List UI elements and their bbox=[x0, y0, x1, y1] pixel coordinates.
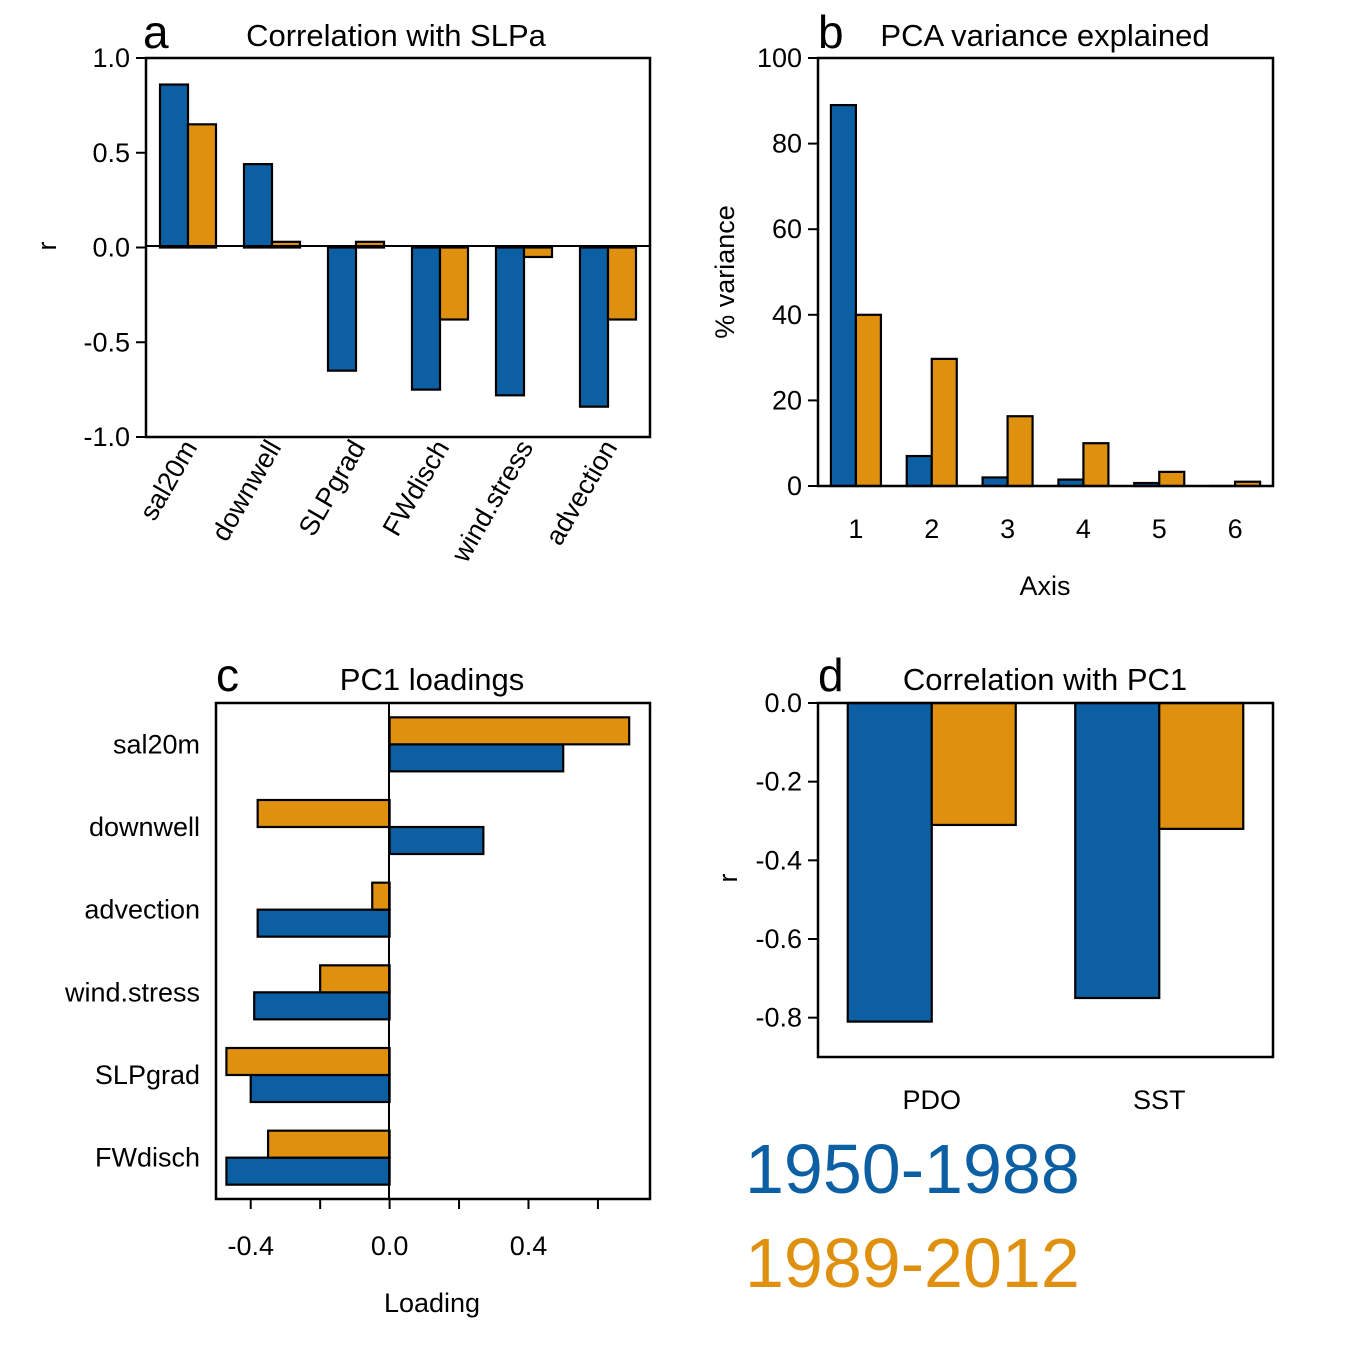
panel-c-title: PC1 loadings bbox=[340, 662, 524, 697]
panel-c-bar-s1-2 bbox=[388, 825, 485, 856]
panel-b-bar-s2-5 bbox=[1158, 470, 1186, 488]
panel-a-ytick-label-4: -0.5 bbox=[83, 327, 130, 357]
panel-c-bar-s1-3 bbox=[256, 908, 391, 938]
panel-c-frame bbox=[214, 701, 652, 1201]
panel-c-bar-s1-1 bbox=[388, 743, 565, 773]
panel-a-bar-s2-5 bbox=[522, 246, 554, 259]
panel-d-bar-s2-1 bbox=[930, 701, 1017, 827]
panel-a-ytick-label-1: 1.0 bbox=[92, 43, 130, 73]
panel-a-xtick-label-6: advection bbox=[539, 435, 623, 550]
panel-b-xtick-label-6: 6 bbox=[1228, 514, 1243, 544]
panel-a-bar-s1-2 bbox=[242, 163, 274, 249]
panel-b-letter: b bbox=[818, 6, 844, 58]
panel-c-ytick-label-4: wind.stress bbox=[64, 977, 200, 1007]
panel-b-title: PCA variance explained bbox=[880, 18, 1209, 53]
panel-a-ytick-label-3: 0.0 bbox=[92, 233, 130, 263]
panel-d-ytick-label-3: -0.4 bbox=[755, 845, 802, 875]
panel-c-bar-s1-4 bbox=[253, 991, 391, 1021]
panel-b-bar-s2-3 bbox=[1006, 415, 1034, 488]
panel-c-xtick-label-5: 0.4 bbox=[510, 1231, 548, 1261]
panel-d: d Correlation with PC1 r 0.0 -0.2 -0.4 -0.6… bbox=[713, 649, 1275, 1115]
panel-c-xtick-label-1: -0.4 bbox=[227, 1231, 274, 1261]
panel-b-xlabel: Axis bbox=[1019, 571, 1070, 601]
panel-d-ytick-label-4: -0.6 bbox=[755, 924, 802, 954]
panel-a-bar-s1-4 bbox=[410, 246, 442, 391]
panel-a-title: Correlation with SLPa bbox=[246, 18, 547, 53]
panel-c-bar-s2-3 bbox=[371, 881, 391, 911]
panel-d-ylabel: r bbox=[713, 874, 743, 883]
panel-c-bar-s1-5 bbox=[249, 1073, 391, 1104]
panel-c-ytick-label-3: advection bbox=[84, 895, 200, 925]
panel-a-bar-s2-3 bbox=[354, 240, 386, 249]
panel-c-ytick-label-6: FWdisch bbox=[95, 1143, 200, 1173]
panel-a-bar-s1-6 bbox=[578, 246, 610, 408]
panel-b-xtick-label-2: 2 bbox=[924, 514, 939, 544]
panel-a-xtick-label-5: wind.stress bbox=[445, 435, 539, 568]
panel-d-bar-s1-1 bbox=[846, 701, 933, 1023]
panel-a-xtick-label-3: SLPgrad bbox=[293, 435, 372, 541]
panel-a: a Correlation with SLPa r 1.0 0.5 0.0 -0.5 -… bbox=[32, 6, 652, 568]
panel-a-bar-s1-3 bbox=[326, 246, 358, 372]
panel-b-ytick-label-6: 100 bbox=[757, 43, 802, 73]
panel-d-letter: d bbox=[818, 649, 844, 701]
panel-b-xtick-label-5: 5 bbox=[1152, 514, 1167, 544]
panel-d-bar-s2-2 bbox=[1158, 701, 1245, 830]
panel-a-ytick-label-5: -1.0 bbox=[83, 422, 130, 452]
legend-series2: 1989-2012 bbox=[745, 1224, 1080, 1302]
panel-a-xtick-label-1: sal20m bbox=[134, 435, 204, 525]
panel-c-bar-s2-1 bbox=[388, 716, 631, 746]
panel-c-bar-s1-6 bbox=[225, 1156, 391, 1186]
panel-b-ytick-label-3: 40 bbox=[772, 300, 802, 330]
panel-b-ytick-label-1: 0 bbox=[787, 471, 802, 501]
panel-b-xtick-label-3: 3 bbox=[1000, 514, 1015, 544]
panel-b-bar-s2-4 bbox=[1082, 442, 1110, 488]
panel-b-bar-s1-2 bbox=[905, 454, 933, 488]
panel-d-ytick-label-5: -0.8 bbox=[755, 1003, 802, 1033]
panel-a-xtick-label-2: downwell bbox=[206, 435, 288, 546]
panel-c-bar-s2-6 bbox=[266, 1129, 391, 1159]
panel-d-xtick-label-2: SST bbox=[1133, 1085, 1186, 1115]
panel-b: b PCA variance explained % variance Axis… bbox=[710, 6, 1275, 601]
panel-c: c PC1 loadings Loading -0.4 0.0 0.4 sal20m… bbox=[64, 649, 652, 1318]
panel-b-ytick-label-5: 80 bbox=[772, 129, 802, 159]
panel-a-frame bbox=[144, 56, 652, 439]
panel-c-xlabel: Loading bbox=[384, 1288, 480, 1318]
panel-a-ylabel: r bbox=[32, 242, 62, 251]
panel-b-bar-s2-1 bbox=[854, 313, 883, 488]
panel-d-title: Correlation with PC1 bbox=[903, 662, 1187, 697]
panel-a-bar-s2-6 bbox=[606, 246, 638, 321]
legend-series1: 1950-1988 bbox=[745, 1130, 1080, 1208]
panel-c-bar-s2-4 bbox=[319, 964, 391, 994]
panel-b-xtick-label-1: 1 bbox=[848, 514, 863, 544]
panel-d-ytick-label-2: -0.2 bbox=[755, 767, 802, 797]
panel-c-bar-s2-2 bbox=[256, 798, 391, 829]
panel-a-ytick-label-2: 0.5 bbox=[92, 138, 130, 168]
panel-a-bar-s1-5 bbox=[494, 246, 526, 397]
panel-b-bar-s1-1 bbox=[829, 103, 858, 488]
panel-b-frame bbox=[816, 56, 1275, 488]
panel-c-bar-s2-5 bbox=[225, 1046, 391, 1077]
panel-a-xtick-label-4: FWdisch bbox=[377, 435, 455, 541]
panel-a-bar-s1-1 bbox=[158, 83, 190, 249]
panel-a-bar-s2-4 bbox=[438, 246, 470, 321]
panel-d-frame bbox=[816, 701, 1275, 1059]
panel-c-xtick-label-3: 0.0 bbox=[371, 1231, 409, 1261]
panel-b-ytick-label-2: 20 bbox=[772, 385, 802, 415]
panel-d-xtick-label-1: PDO bbox=[902, 1085, 961, 1115]
panel-c-letter: c bbox=[216, 649, 239, 701]
panel-c-ytick-label-5: SLPgrad bbox=[95, 1060, 200, 1090]
panel-d-bar-s1-2 bbox=[1074, 701, 1161, 1000]
panel-c-ytick-label-2: downwell bbox=[89, 812, 200, 842]
panel-b-xtick-label-4: 4 bbox=[1076, 514, 1091, 544]
panel-a-bar-s2-1 bbox=[186, 123, 218, 249]
panel-b-bar-s2-2 bbox=[930, 357, 958, 488]
panel-d-ytick-label-1: 0.0 bbox=[764, 688, 802, 718]
panel-c-ytick-label-1: sal20m bbox=[113, 729, 200, 759]
panel-b-ytick-label-4: 60 bbox=[772, 214, 802, 244]
panel-b-ylabel: % variance bbox=[710, 205, 740, 339]
panel-a-letter: a bbox=[143, 6, 169, 58]
panel-b-bar-s1-3 bbox=[981, 476, 1009, 488]
panel-a-bar-s2-2 bbox=[270, 240, 302, 249]
